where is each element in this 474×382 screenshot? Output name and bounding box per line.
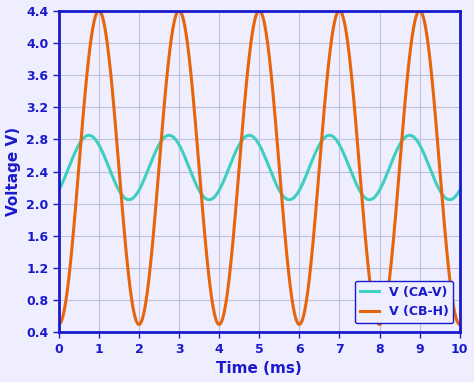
V (CB-H) bbox=[56, 322, 62, 327]
V (CA-V) bbox=[76, 142, 82, 146]
Y-axis label: Voltage V): Voltage V) bbox=[6, 127, 20, 216]
V (CA-V) bbox=[240, 136, 246, 141]
V (CB-H) bbox=[240, 116, 246, 120]
V (CB-H) bbox=[457, 322, 463, 327]
V (CB-H) bbox=[76, 160, 82, 165]
V (CB-H) bbox=[446, 263, 451, 268]
V (CB-H) bbox=[96, 8, 102, 13]
V (CB-H) bbox=[372, 311, 377, 316]
Line: V (CA-V): V (CA-V) bbox=[59, 135, 460, 200]
V (CA-V) bbox=[86, 133, 91, 138]
V (CA-V) bbox=[251, 135, 257, 140]
Line: V (CB-H): V (CB-H) bbox=[59, 11, 460, 324]
V (CA-V) bbox=[457, 188, 463, 193]
V (CA-V) bbox=[445, 197, 451, 202]
X-axis label: Time (ms): Time (ms) bbox=[216, 361, 302, 376]
V (CB-H) bbox=[445, 261, 451, 266]
V (CA-V) bbox=[372, 195, 377, 199]
V (CA-V) bbox=[56, 188, 62, 193]
Legend: V (CA-V), V (CB-H): V (CA-V), V (CB-H) bbox=[355, 281, 454, 323]
V (CB-H) bbox=[251, 22, 257, 26]
V (CA-V) bbox=[446, 197, 451, 202]
V (CA-V) bbox=[447, 197, 453, 202]
